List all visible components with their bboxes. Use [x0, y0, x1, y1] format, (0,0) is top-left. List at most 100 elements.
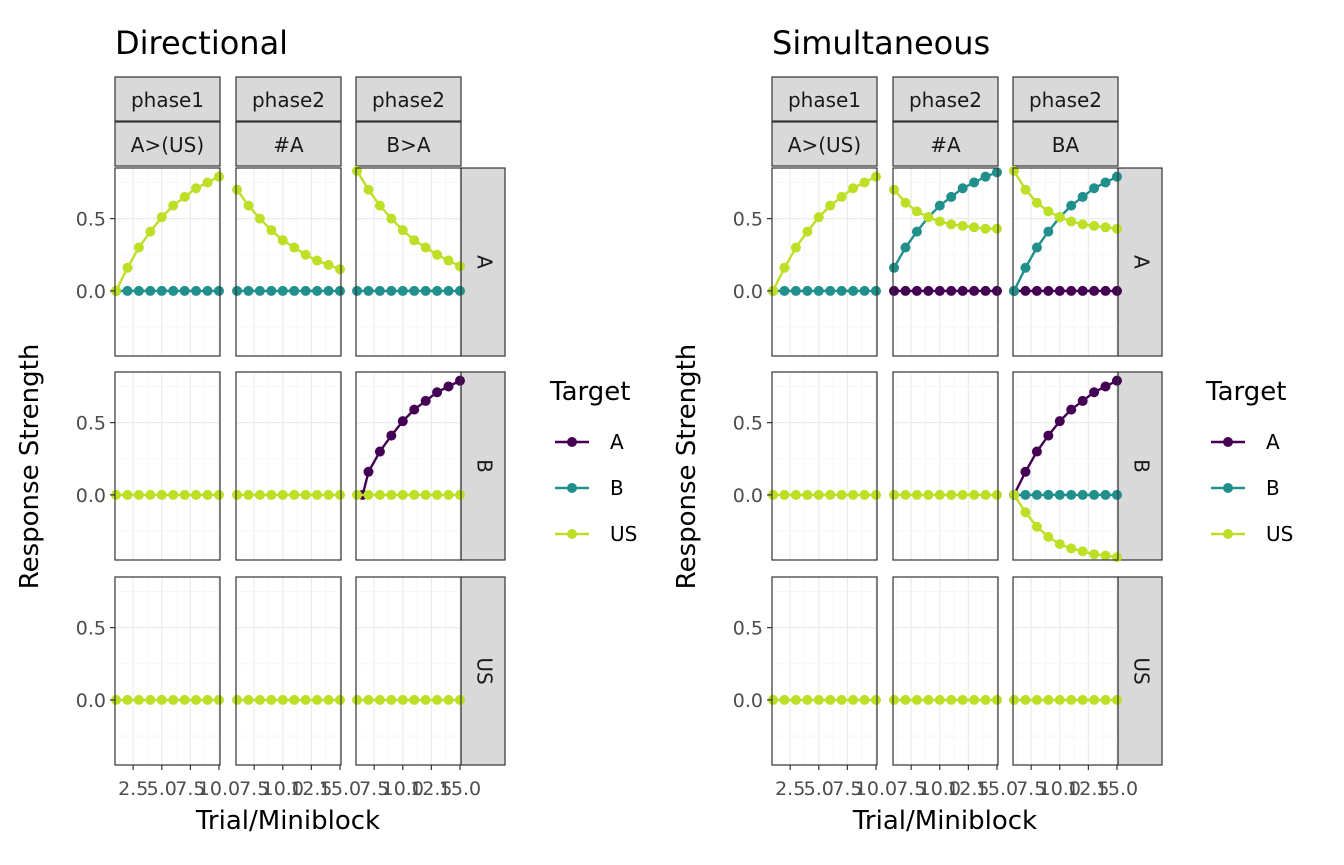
column-strip-phase-label: phase2	[1029, 88, 1102, 112]
data-point-us	[432, 694, 443, 705]
data-point-us	[991, 489, 1002, 500]
data-point-us	[300, 249, 311, 260]
data-point-us	[1077, 219, 1088, 230]
data-point-us	[334, 489, 345, 500]
data-point-b	[179, 285, 190, 296]
data-point-a	[923, 285, 934, 296]
x-tick-label: 10.0	[198, 778, 240, 800]
data-point-us	[145, 489, 156, 500]
data-point-us	[179, 694, 190, 705]
panel-background	[236, 372, 341, 560]
data-point-b	[825, 285, 836, 296]
column-strip-design-label: #A	[273, 133, 304, 157]
data-point-us	[168, 694, 179, 705]
legend-label: US	[610, 522, 637, 546]
x-tick-label: 12.5	[947, 778, 989, 800]
data-point-a	[397, 416, 408, 427]
data-point-us	[1054, 212, 1065, 223]
facet-panel	[889, 371, 1002, 561]
data-point-us	[243, 694, 254, 705]
data-point-us	[133, 242, 144, 253]
data-point-us	[911, 694, 922, 705]
data-point-b	[1100, 177, 1111, 188]
facet-chart-directional: Directional phase1 A>(US) phase2 #A phase2 B>A…	[15, 24, 637, 836]
data-point-us	[334, 264, 345, 275]
panel-border	[892, 167, 999, 357]
data-point-us	[156, 694, 167, 705]
data-point-us	[145, 694, 156, 705]
data-point-us	[1031, 521, 1042, 532]
data-point-us	[266, 225, 277, 236]
data-point-us	[397, 489, 408, 500]
data-point-us	[122, 489, 133, 500]
data-point-us	[156, 212, 167, 223]
data-point-us	[300, 489, 311, 500]
data-point-us	[934, 216, 945, 227]
data-point-a	[443, 381, 454, 392]
facet-chart-simultaneous: Simultaneousphase1A>(US)phase2#Aphase2BA…	[672, 24, 1293, 836]
data-point-us	[1077, 546, 1088, 557]
data-point-us	[266, 694, 277, 705]
data-point-b	[334, 285, 345, 296]
data-point-us	[969, 489, 980, 500]
legend-key-point	[1223, 529, 1233, 539]
column-strip-phase-box	[1012, 76, 1119, 122]
data-point-b	[1089, 183, 1100, 194]
facet-panel	[232, 167, 345, 357]
data-point-us	[323, 489, 334, 500]
data-point-us	[1043, 531, 1054, 542]
data-point-us	[386, 694, 397, 705]
series-line-a	[361, 379, 461, 496]
data-point-b	[323, 285, 334, 296]
data-point-a	[1077, 285, 1088, 296]
data-point-us	[790, 489, 801, 500]
data-point-us	[768, 489, 779, 500]
data-point-us	[889, 694, 900, 705]
data-point-us	[168, 489, 179, 500]
data-point-a	[1054, 416, 1065, 427]
data-point-b	[168, 285, 179, 296]
data-point-us	[1031, 197, 1042, 208]
data-point-us	[813, 212, 824, 223]
data-point-us	[454, 489, 465, 500]
data-point-us	[352, 165, 363, 176]
data-point-us	[870, 489, 881, 500]
data-point-us	[1100, 222, 1111, 233]
data-point-us	[859, 694, 870, 705]
panel-background	[356, 577, 461, 765]
column-strip-design-label: BA	[1052, 133, 1080, 157]
data-point-us	[191, 489, 202, 500]
data-point-b	[1066, 489, 1077, 500]
data-point-a	[1020, 466, 1031, 477]
data-point-us	[323, 694, 334, 705]
data-point-us	[946, 489, 957, 500]
data-point-us	[859, 489, 870, 500]
series-line-b	[1012, 175, 1118, 292]
data-point-us	[334, 694, 345, 705]
panel-border	[355, 371, 462, 561]
data-point-b	[1043, 226, 1054, 237]
data-point-b	[934, 200, 945, 211]
data-point-a	[1031, 285, 1042, 296]
data-point-us	[312, 255, 323, 266]
data-point-us	[848, 694, 859, 705]
x-tick-label: 7.5	[239, 778, 269, 800]
data-point-us	[213, 694, 224, 705]
panel-background	[1013, 168, 1118, 356]
data-point-us	[191, 183, 202, 194]
data-point-us	[779, 262, 790, 273]
panel-border	[235, 371, 342, 561]
panel-background	[1013, 372, 1118, 560]
data-point-b	[352, 285, 363, 296]
data-point-b	[836, 285, 847, 296]
x-tick-label: 15.0	[976, 778, 1018, 800]
data-point-a	[1111, 375, 1122, 386]
panel-border	[1012, 576, 1119, 766]
data-point-us	[232, 489, 243, 500]
data-point-us	[202, 694, 213, 705]
data-point-us	[889, 184, 900, 195]
data-point-us	[156, 489, 167, 500]
data-point-us	[454, 261, 465, 272]
data-point-b	[813, 285, 824, 296]
data-point-a	[900, 285, 911, 296]
